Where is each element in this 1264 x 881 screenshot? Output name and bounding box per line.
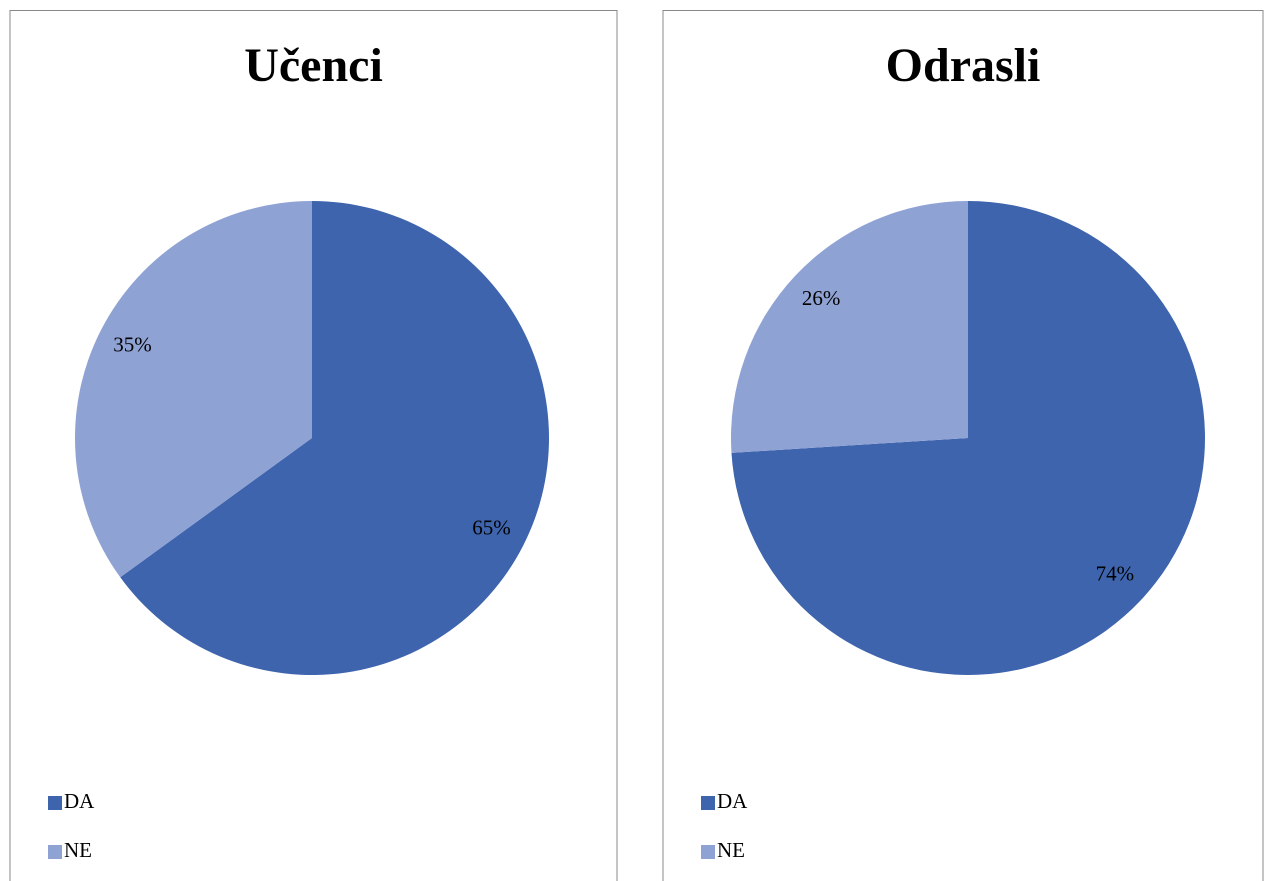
pie-slice [75,201,312,578]
legend-swatch [48,796,62,810]
legend-label: DA [717,789,748,813]
legend-label: NE [717,838,745,862]
pie-slice [731,201,1205,676]
data-label: 74% [1096,562,1135,586]
chart-title: Učenci [244,39,383,92]
data-label: 26% [802,286,841,310]
data-label: 65% [472,515,511,539]
chart-title: Odrasli [886,39,1041,92]
legend-swatch [48,845,62,859]
legend-label: DA [64,789,95,813]
pie-slice [731,201,968,453]
panel-border [9,10,618,881]
legend-swatch [701,796,715,810]
panel-border [662,10,1264,881]
legend-label: NE [64,838,92,862]
legend-swatch [701,845,715,859]
data-label: 35% [113,332,152,356]
pie-slice [120,201,550,675]
